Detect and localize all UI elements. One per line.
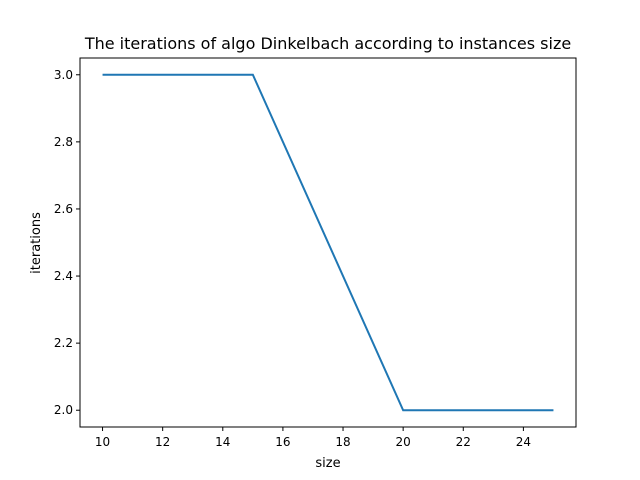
x-tick-label: 10 (95, 435, 110, 449)
x-axis-ticks: 10 12 14 16 18 20 22 24 (95, 427, 531, 449)
x-tick-label: 22 (456, 435, 471, 449)
x-axis-label: size (315, 456, 340, 471)
series-line (102, 73, 554, 412)
y-axis-label: iterations (29, 212, 44, 274)
y-tick-label: 2.6 (54, 202, 73, 216)
y-tick-label: 3.0 (54, 68, 73, 82)
x-tick-label: 16 (275, 435, 290, 449)
y-axis-ticks: 2.0 2.2 2.4 2.6 2.8 3.0 (54, 68, 80, 417)
y-tick-label: 2.4 (54, 269, 73, 283)
y-tick-label: 2.0 (54, 403, 73, 417)
chart-title: The iterations of algo Dinkelbach accord… (84, 34, 571, 53)
x-tick-label: 20 (396, 435, 411, 449)
x-tick-label: 14 (215, 435, 230, 449)
y-tick-label: 2.8 (54, 135, 73, 149)
x-tick-label: 24 (516, 435, 531, 449)
axes-frame (79, 57, 577, 428)
y-tick-label: 2.2 (54, 336, 73, 350)
x-tick-label: 18 (335, 435, 350, 449)
x-tick-label: 12 (155, 435, 170, 449)
